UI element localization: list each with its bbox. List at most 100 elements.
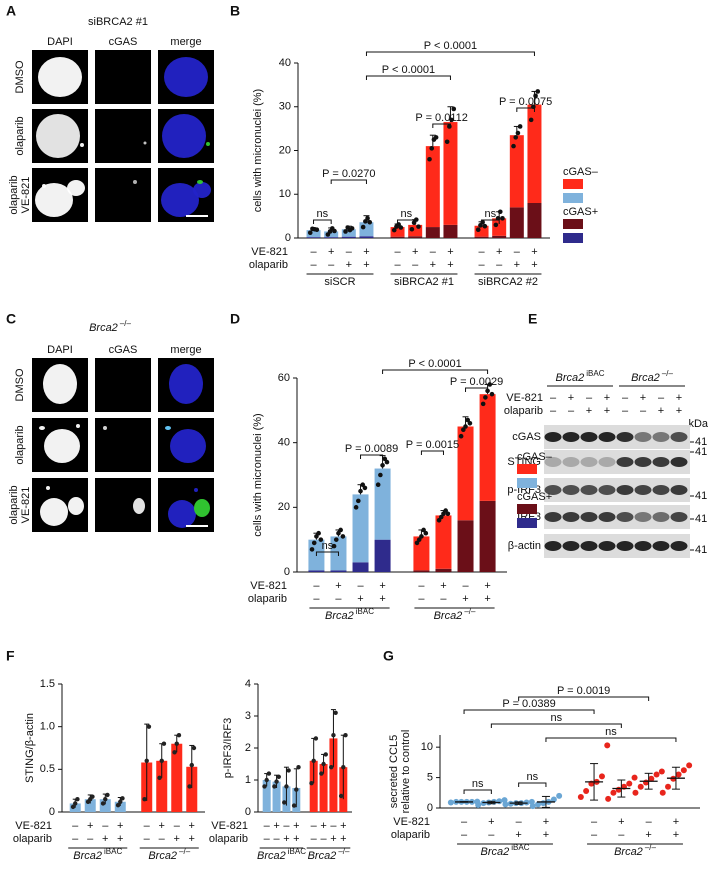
- condition-sign: –: [310, 259, 317, 271]
- blot-band: [634, 485, 652, 495]
- condition-sign: –: [550, 405, 557, 417]
- data-point: [115, 802, 121, 808]
- condition-sign: –: [418, 593, 425, 605]
- data-point: [276, 774, 281, 779]
- data-point: [500, 216, 505, 221]
- data-point: [73, 801, 78, 806]
- row-label: olaparib: [8, 485, 20, 524]
- condition-sign: –: [310, 246, 317, 258]
- condition-label: olaparib: [248, 593, 287, 605]
- significance-label: P = 0.0270: [322, 168, 375, 180]
- data-point: [316, 530, 321, 536]
- group-label-sup: –/–: [645, 843, 657, 852]
- data-point: [294, 787, 299, 792]
- condition-sign: –: [461, 816, 468, 828]
- bar: [262, 780, 271, 812]
- significance-label: P = 0.0029: [450, 376, 503, 388]
- blot-band: [616, 432, 634, 442]
- nucleus: [162, 114, 206, 158]
- kda-marker: 41: [695, 513, 707, 525]
- condition-sign: +: [283, 833, 289, 845]
- blot-band: [562, 457, 580, 467]
- condition-sign: –: [174, 820, 181, 832]
- blot-band: [634, 512, 652, 522]
- data-point: [615, 786, 622, 793]
- bar-segment: [457, 520, 474, 572]
- condition-sign: +: [117, 820, 123, 832]
- y-tick-label: 3: [245, 710, 251, 722]
- data-point: [659, 789, 666, 796]
- data-point: [475, 801, 482, 808]
- data-point: [296, 765, 301, 770]
- column-header: DAPI: [47, 36, 73, 48]
- blot-band: [544, 485, 562, 495]
- data-point: [314, 227, 320, 232]
- significance-label: ns: [485, 208, 497, 220]
- data-point: [360, 224, 366, 230]
- y-tick-label: 30: [279, 101, 291, 113]
- nucleus: [38, 57, 82, 97]
- column-header: DAPI: [47, 344, 73, 356]
- data-point: [338, 527, 343, 533]
- row-label: olaparib: [14, 116, 26, 155]
- blot-band: [670, 485, 688, 495]
- condition-sign: +: [568, 392, 574, 404]
- data-point: [384, 459, 390, 465]
- legend-label: cGAS+: [563, 206, 598, 218]
- condition-sign: –: [311, 833, 318, 845]
- significance-label: P = 0.0015: [406, 439, 459, 451]
- condition-sign: +: [102, 833, 108, 845]
- condition-sign: –: [264, 833, 271, 845]
- condition-sign: –: [72, 820, 79, 832]
- y-tick-label: 20: [278, 501, 290, 513]
- nucleus: [80, 143, 84, 147]
- data-point: [319, 771, 324, 776]
- data-point: [489, 391, 495, 397]
- data-point: [272, 784, 277, 789]
- data-point: [429, 146, 435, 151]
- bar-segment: [306, 230, 321, 238]
- condition-sign: –: [357, 580, 364, 592]
- data-point: [264, 777, 269, 783]
- condition-sign: +: [447, 259, 453, 271]
- condition-sign: +: [293, 820, 299, 832]
- bar-segment: [359, 236, 374, 238]
- data-point: [427, 156, 432, 162]
- data-point: [465, 417, 471, 423]
- condition-sign: +: [379, 580, 385, 592]
- group-label-sup: iBAC: [586, 369, 604, 378]
- condition-sign: +: [645, 829, 651, 841]
- y-tick-label: 10: [421, 741, 433, 753]
- data-point: [604, 742, 611, 749]
- y-tick-label: 4: [245, 678, 251, 690]
- data-point: [191, 745, 197, 751]
- nucleus: [35, 183, 73, 217]
- bar: [171, 743, 183, 812]
- data-point: [451, 106, 457, 112]
- bar-segment: [390, 236, 405, 238]
- bar: [186, 766, 198, 812]
- data-point: [159, 758, 164, 763]
- significance-bracket: [397, 219, 416, 224]
- data-point: [313, 736, 319, 741]
- legend-label: cGAS+: [517, 491, 552, 503]
- bar-segment: [352, 494, 369, 563]
- bar-segment: [443, 122, 458, 225]
- significance-bracket: [481, 219, 500, 224]
- condition-label: VE-821: [250, 580, 287, 592]
- data-point: [286, 768, 291, 773]
- condition-sign: –: [461, 829, 468, 841]
- group-label: Brca2 –/–: [631, 369, 673, 384]
- nucleus: [169, 364, 203, 404]
- condition-sign: –: [313, 580, 320, 592]
- y-axis-label: relative to control: [400, 730, 412, 814]
- nucleus: [194, 488, 198, 492]
- bar-segment: [341, 236, 356, 238]
- data-point: [176, 733, 182, 738]
- bar-segment: [308, 570, 325, 572]
- data-point: [172, 750, 177, 755]
- data-point: [511, 143, 516, 149]
- condition-sign: +: [440, 580, 446, 592]
- data-point: [535, 89, 541, 94]
- data-point: [314, 534, 319, 539]
